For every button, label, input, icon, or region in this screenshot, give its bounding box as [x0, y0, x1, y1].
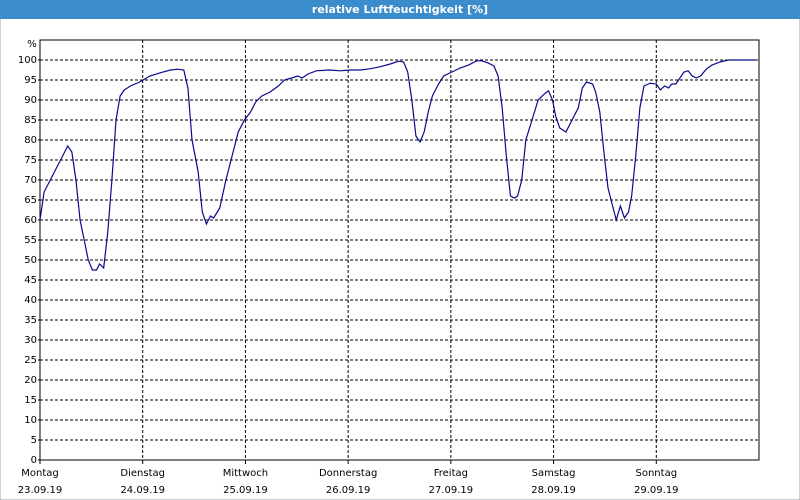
data-line — [39, 59, 756, 271]
title-bar — [0, 0, 800, 19]
x-tick-label: Sonntag — [636, 468, 678, 479]
y-tick-label: 40 — [24, 295, 37, 306]
x-tick-label: Dienstag — [120, 468, 165, 479]
x-tick-date: 29.09.19 — [634, 485, 679, 496]
x-tick-date: 24.09.19 — [120, 485, 165, 496]
y-tick-label: 95 — [24, 75, 37, 86]
y-axis-label: % — [27, 39, 37, 50]
y-tick-label: 35 — [24, 315, 37, 326]
y-tick-label: 90 — [24, 95, 37, 106]
y-tick-label: 100 — [18, 55, 37, 66]
y-tick-label: 85 — [24, 115, 37, 126]
y-tick-label: 15 — [24, 395, 37, 406]
y-tick-label: 80 — [24, 135, 37, 146]
x-tick-date: 26.09.19 — [326, 485, 371, 496]
y-tick-label: 55 — [24, 235, 37, 246]
y-tick-label: 20 — [24, 375, 37, 386]
x-tick-label: Montag — [21, 468, 58, 479]
y-tick-label: 25 — [24, 355, 37, 366]
x-tick-date: 23.09.19 — [18, 485, 63, 496]
x-tick-label: Freitag — [434, 468, 468, 479]
x-tick-date: 27.09.19 — [429, 485, 474, 496]
y-tick-label: 65 — [24, 195, 37, 206]
y-tick-label: 50 — [24, 255, 37, 266]
y-tick-label: 45 — [24, 275, 37, 286]
x-tick-date: 25.09.19 — [223, 485, 268, 496]
y-tick-label: 60 — [24, 215, 37, 226]
y-tick-label: 75 — [24, 155, 37, 166]
y-tick-label: 30 — [24, 335, 37, 346]
x-tick-label: Samstag — [532, 468, 576, 479]
chart-title: relative Luftfeuchtigkeit [%] — [312, 3, 488, 16]
x-tick-date: 28.09.19 — [531, 485, 576, 496]
y-tick-label: 5 — [31, 435, 37, 446]
x-tick-label: Donnerstag — [319, 468, 377, 479]
x-tick-label: Mittwoch — [223, 468, 268, 479]
y-tick-label: 10 — [24, 415, 37, 426]
y-tick-label: 70 — [24, 175, 37, 186]
plot-frame — [39, 39, 760, 461]
y-tick-label: 0 — [31, 455, 37, 466]
